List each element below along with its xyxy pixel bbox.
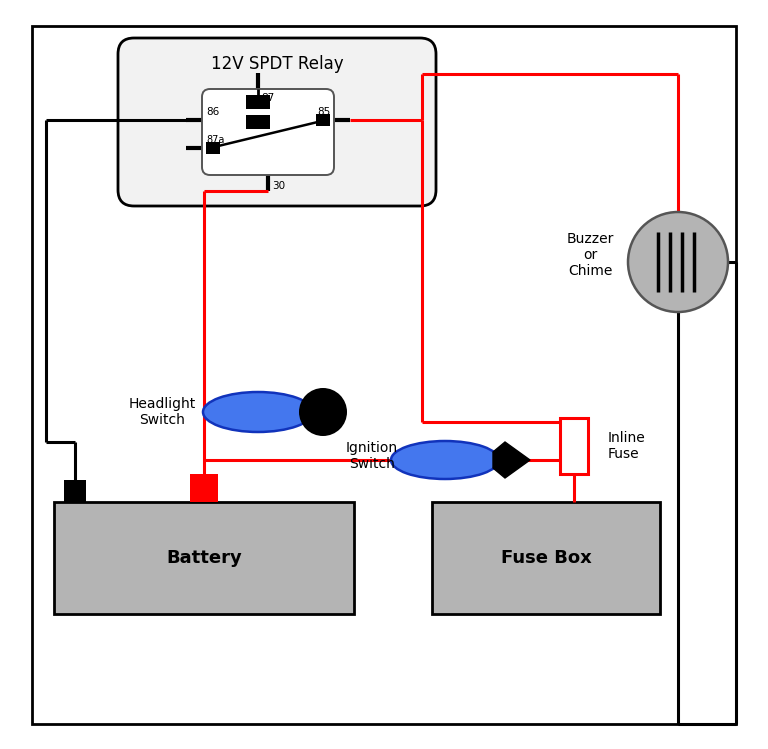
Ellipse shape	[391, 441, 499, 479]
Text: 30: 30	[272, 181, 285, 191]
Circle shape	[628, 212, 728, 312]
FancyBboxPatch shape	[202, 89, 334, 175]
Text: Buzzer
or
Chime: Buzzer or Chime	[566, 231, 614, 278]
Text: 87a: 87a	[206, 135, 224, 145]
Text: 86: 86	[206, 107, 219, 117]
Text: Inline
Fuse: Inline Fuse	[608, 431, 646, 461]
Text: Headlight
Switch: Headlight Switch	[128, 397, 196, 427]
Text: Ignition
Switch: Ignition Switch	[346, 441, 398, 471]
Text: Battery: Battery	[166, 549, 242, 567]
Text: 87: 87	[261, 93, 274, 103]
Bar	[560, 418, 588, 474]
Bar	[54, 502, 354, 614]
Bar	[64, 480, 86, 502]
FancyBboxPatch shape	[118, 38, 436, 206]
Bar	[206, 142, 220, 154]
Ellipse shape	[203, 392, 313, 432]
Bar	[246, 95, 270, 109]
Bar	[246, 115, 270, 129]
Circle shape	[299, 388, 347, 436]
Text: Fuse Box: Fuse Box	[501, 549, 591, 567]
Bar	[432, 502, 660, 614]
Polygon shape	[493, 442, 530, 478]
Bar	[316, 114, 330, 126]
Text: 12V SPDT Relay: 12V SPDT Relay	[210, 55, 343, 73]
Text: 85: 85	[316, 107, 330, 117]
Bar	[190, 474, 218, 502]
